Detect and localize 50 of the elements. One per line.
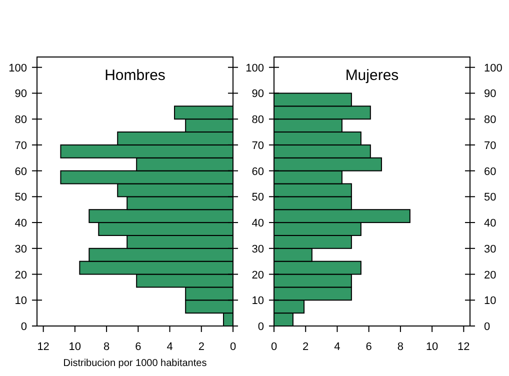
y-tick-label: 90 <box>14 88 27 100</box>
y-tick-label: 30 <box>252 243 264 256</box>
y-tick-label: 20 <box>252 269 264 282</box>
text: Hombres <box>104 67 166 84</box>
y2-tick-label: 80 <box>484 114 496 126</box>
y-tick-label: 40 <box>252 218 264 230</box>
y-tick-label: 50 <box>14 192 27 204</box>
y2-tick-label: 70 <box>484 140 496 152</box>
y-tick-label: 70 <box>14 140 27 152</box>
y-tick-label: 100 <box>246 62 264 74</box>
x-tick-label: 2 <box>302 341 309 353</box>
x-tick-label: 12 <box>37 341 50 353</box>
y2-tick-label: 0 <box>484 321 490 333</box>
y-tick-label: 70 <box>252 140 264 152</box>
y-tick-label: 10 <box>252 295 264 308</box>
y2-tick-label: 90 <box>484 88 496 100</box>
y-tick-label: 0 <box>20 321 27 333</box>
y-tick-label: 30 <box>14 243 27 256</box>
y2-tick-label: 20 <box>484 269 496 282</box>
y2-tick-label: 60 <box>484 166 496 178</box>
y2-tick-label: 10 <box>484 295 496 308</box>
y-tick-label: 80 <box>252 114 264 126</box>
x-tick-label: 2 <box>198 341 204 353</box>
y2-tick-label: 30 <box>484 243 496 256</box>
y2-tick-label: 50 <box>484 192 496 204</box>
text: Mujeres <box>345 67 399 84</box>
x-tick-label: 0 <box>230 341 236 353</box>
y-tick-label: 10 <box>14 295 27 308</box>
x-tick-label: 12 <box>458 341 470 353</box>
x-tick-label: 8 <box>397 341 404 353</box>
y2-tick-label: 40 <box>484 218 496 230</box>
x-tick-label: 4 <box>166 341 173 353</box>
y-tick-label: 60 <box>14 166 27 178</box>
y-tick-label: 40 <box>14 218 27 230</box>
x-tick-label: 6 <box>135 341 142 353</box>
y-tick-label: 60 <box>252 166 264 178</box>
x-tick-label: 4 <box>334 341 340 353</box>
x-tick-label: 0 <box>270 341 278 353</box>
x-axis-title: Distribucion por 1000 habitantes <box>63 358 207 369</box>
y-tick-label: 100 <box>8 62 27 74</box>
y-tick-label: 50 <box>252 192 264 204</box>
y-tick-label: 90 <box>252 88 264 100</box>
x-tick-label: 6 <box>366 341 372 353</box>
x-tick-label: 10 <box>68 341 82 353</box>
y2-tick-label: 100 <box>484 62 502 74</box>
y-tick-label: 80 <box>14 114 27 126</box>
x-tick-label: 10 <box>426 341 438 353</box>
x-tick-label: 8 <box>103 341 110 353</box>
y-tick-label: 20 <box>14 269 27 282</box>
y-tick-label: 0 <box>258 321 264 333</box>
